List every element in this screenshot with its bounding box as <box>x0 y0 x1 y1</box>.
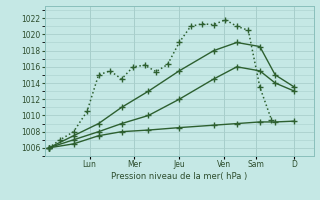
X-axis label: Pression niveau de la mer( hPa ): Pression niveau de la mer( hPa ) <box>111 172 247 181</box>
